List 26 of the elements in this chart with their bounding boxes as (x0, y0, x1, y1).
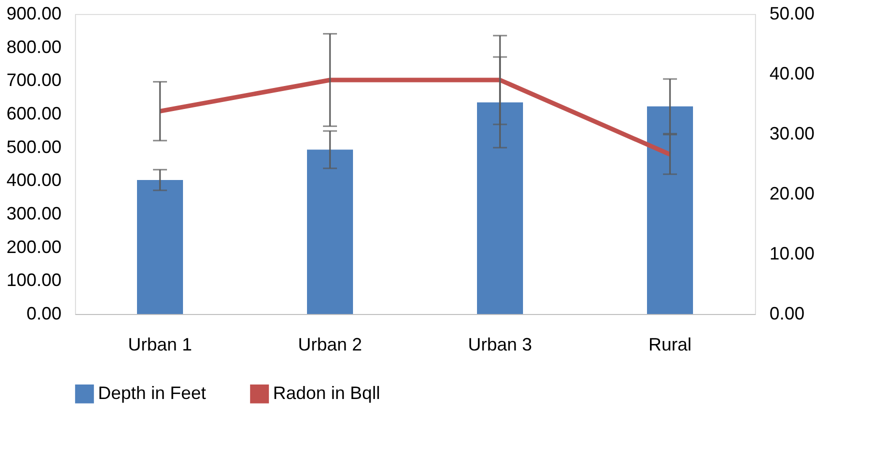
legend-label: Depth in Feet (98, 382, 206, 403)
y-tick-label: 0.00 (26, 304, 62, 324)
x-tick-label: Urban 3 (468, 334, 532, 354)
y2-tick-label: 20.00 (770, 184, 815, 204)
y2-tick-label: 50.00 (770, 4, 815, 24)
y2-tick-label: 0.00 (770, 304, 805, 324)
y2-tick-label: 10.00 (770, 244, 815, 264)
y-tick-label: 200.00 (6, 236, 62, 257)
legend-label: Radon in Bqll (273, 382, 380, 403)
y-tick-label: 400.00 (6, 170, 62, 190)
bar (137, 180, 183, 314)
x-tick-label: Urban 1 (128, 334, 192, 354)
y-tick-label: 500.00 (6, 136, 62, 157)
y-tick-label: 800.00 (6, 36, 62, 57)
y-tick-label: 700.00 (6, 70, 62, 90)
x-tick-label: Urban 2 (298, 334, 362, 354)
y2-tick-label: 30.00 (770, 124, 815, 144)
bar (647, 106, 693, 314)
y-tick-label: 100.00 (6, 270, 62, 290)
bar (477, 102, 523, 314)
y-tick-label: 900.00 (6, 4, 62, 24)
x-tick-label: Rural (648, 334, 692, 354)
y2-tick-label: 40.00 (770, 64, 815, 84)
y-tick-label: 300.00 (6, 204, 62, 224)
bar (307, 150, 353, 314)
y-tick-label: 600.00 (6, 104, 62, 124)
